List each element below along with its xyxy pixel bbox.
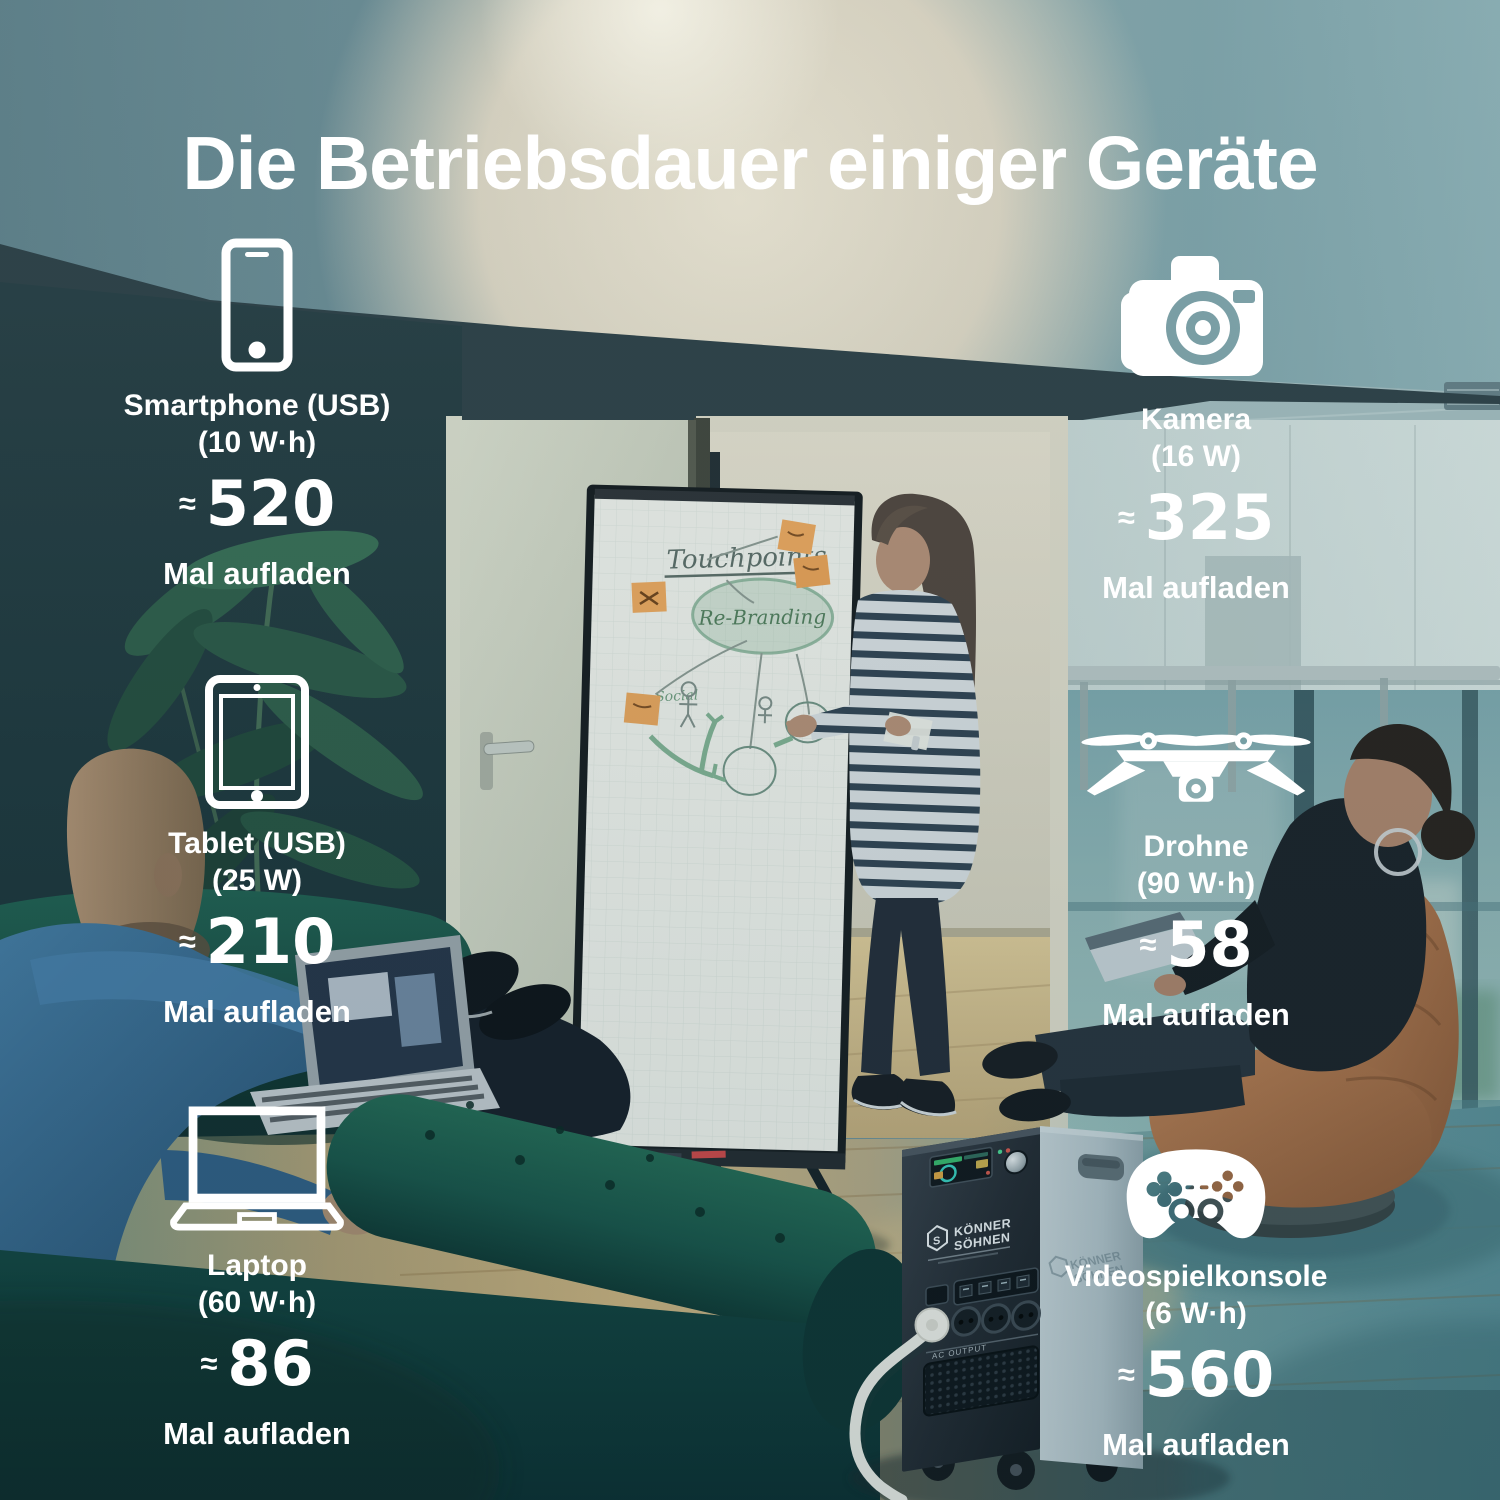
charge-unit: Mal aufladen	[1102, 997, 1290, 1032]
device-name: Laptop	[207, 1249, 307, 1282]
device-name: Smartphone (USB)	[123, 389, 391, 422]
device-capacity: (10 W·h)	[197, 426, 317, 459]
device-stat-kamera: Kamera (16 W) ≈325 Mal aufladen	[976, 252, 1416, 606]
charge-count: ≈520	[178, 467, 336, 540]
charge-count: ≈560	[1117, 1338, 1275, 1411]
charge-count: ≈86	[200, 1327, 314, 1400]
smartphone-icon	[37, 238, 477, 372]
device-capacity: (25 W)	[212, 864, 302, 897]
charge-count: ≈58	[1139, 908, 1253, 981]
device-name: Tablet (USB)	[168, 827, 346, 860]
laptop-icon	[37, 1106, 477, 1232]
charge-unit: Mal aufladen	[163, 994, 351, 1029]
charge-count: ≈210	[178, 905, 336, 978]
device-name: Drohne	[1143, 830, 1249, 863]
camera-icon	[976, 252, 1416, 386]
device-stat-laptop: Laptop (60 W·h) ≈86 Mal aufladen	[37, 1106, 477, 1452]
device-name: Videospielkonsole	[1064, 1260, 1328, 1293]
drone-icon	[976, 730, 1416, 808]
device-stat-tablet: Tablet (USB) (25 W) ≈210 Mal aufladen	[37, 674, 477, 1030]
charge-unit: Mal aufladen	[1102, 1427, 1290, 1462]
device-stat-videospielkonsole: Videospielkonsole (6 W·h) ≈560 Mal aufla…	[976, 1147, 1416, 1463]
device-capacity: (90 W·h)	[1136, 867, 1256, 900]
page-title: Die Betriebsdauer einiger Geräte	[182, 121, 1318, 206]
device-capacity: (60 W·h)	[197, 1286, 317, 1319]
tablet-icon	[37, 674, 477, 810]
charge-unit: Mal aufladen	[163, 1416, 351, 1451]
charge-unit: Mal aufladen	[1102, 570, 1290, 605]
device-stat-smartphone: Smartphone (USB) (10 W·h) ≈520 Mal aufla…	[37, 238, 477, 592]
charge-unit: Mal aufladen	[163, 556, 351, 591]
gamepad-icon	[976, 1147, 1416, 1243]
device-name: Kamera	[1140, 403, 1252, 436]
device-capacity: (6 W·h)	[1145, 1297, 1247, 1330]
charge-count: ≈325	[1117, 481, 1275, 554]
device-capacity: (16 W)	[1151, 440, 1241, 473]
device-stat-drohne: Drohne (90 W·h) ≈58 Mal aufladen	[976, 730, 1416, 1033]
